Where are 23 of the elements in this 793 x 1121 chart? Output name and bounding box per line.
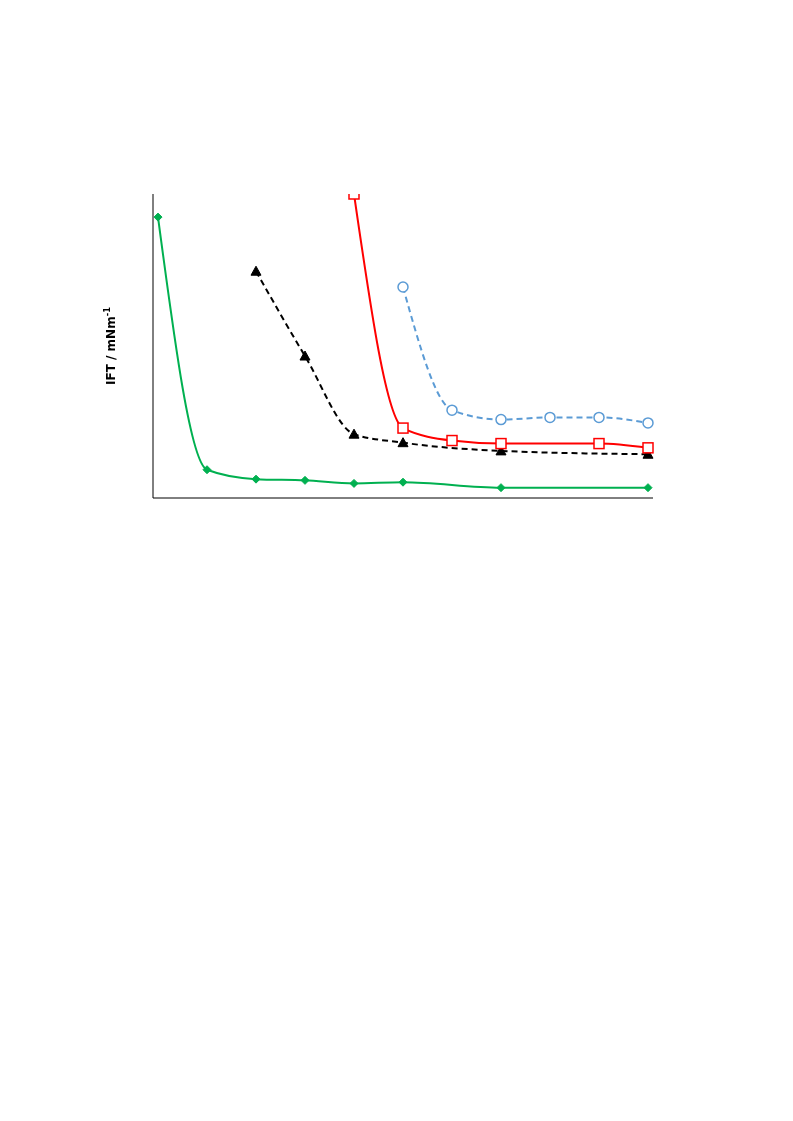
- point: [642, 417, 654, 429]
- point: [397, 422, 409, 434]
- point: [495, 437, 507, 450]
- point: [250, 265, 262, 276]
- point: [153, 212, 163, 222]
- point: [446, 434, 458, 447]
- point: [251, 474, 261, 484]
- point: [496, 483, 506, 493]
- point: [495, 413, 507, 426]
- point: [349, 478, 359, 488]
- point: [642, 442, 654, 454]
- point: [202, 465, 212, 475]
- point: [593, 437, 605, 450]
- point: [593, 411, 605, 424]
- point: [544, 411, 556, 424]
- point: [299, 350, 311, 361]
- point: [398, 477, 408, 487]
- point: [300, 475, 310, 485]
- point: [397, 437, 409, 448]
- point: [643, 483, 653, 493]
- point: [446, 404, 458, 416]
- point: [348, 428, 360, 439]
- point: [397, 281, 409, 293]
